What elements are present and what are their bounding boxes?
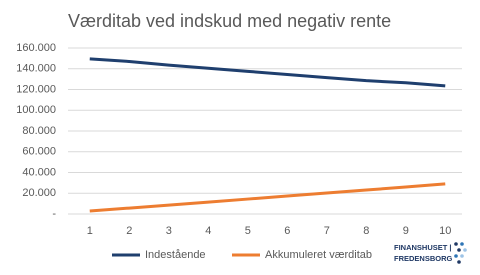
logo-dot bbox=[457, 248, 461, 252]
x-tick-label: 10 bbox=[439, 225, 451, 237]
logo-dot bbox=[460, 242, 464, 246]
logo-dot bbox=[457, 260, 461, 264]
y-tick-label: 40.000 bbox=[22, 166, 56, 178]
y-tick-label: 100.000 bbox=[16, 104, 56, 116]
logo-dot bbox=[460, 254, 464, 258]
logo: FINANSHUSET | FREDENSBORG bbox=[394, 242, 467, 264]
x-tick-label: 7 bbox=[324, 225, 330, 237]
x-tick-label: 8 bbox=[363, 225, 369, 237]
y-tick-label: 120.000 bbox=[16, 83, 56, 95]
y-tick-label: 160.000 bbox=[16, 42, 56, 54]
x-tick-label: 6 bbox=[284, 225, 290, 237]
line bbox=[89, 57, 446, 88]
x-tick-label: 2 bbox=[126, 225, 132, 237]
y-tick-label: 20.000 bbox=[22, 187, 56, 199]
y-tick-label: 80.000 bbox=[22, 125, 56, 137]
logo-dot bbox=[454, 242, 458, 246]
x-tick-label: 1 bbox=[87, 225, 93, 237]
y-tick-label: 140.000 bbox=[16, 63, 56, 75]
x-tick-label: 4 bbox=[205, 225, 211, 237]
legend-label: Indestående bbox=[145, 249, 206, 261]
legend-label: Akkumuleret værditab bbox=[265, 249, 372, 261]
logo-text: FINANSHUSET | bbox=[394, 243, 452, 252]
line bbox=[89, 182, 446, 213]
x-tick-label: 5 bbox=[245, 225, 251, 237]
y-tick-label: 60.000 bbox=[22, 146, 56, 158]
y-tick-label: - bbox=[52, 208, 56, 220]
chart-title: Værditab ved indskud med negativ rente bbox=[68, 11, 391, 31]
x-tick-label: 9 bbox=[403, 225, 409, 237]
logo-dot bbox=[463, 248, 467, 252]
logo-dot bbox=[454, 254, 458, 258]
logo-text: FREDENSBORG bbox=[394, 254, 453, 263]
x-tick-label: 3 bbox=[166, 225, 172, 237]
